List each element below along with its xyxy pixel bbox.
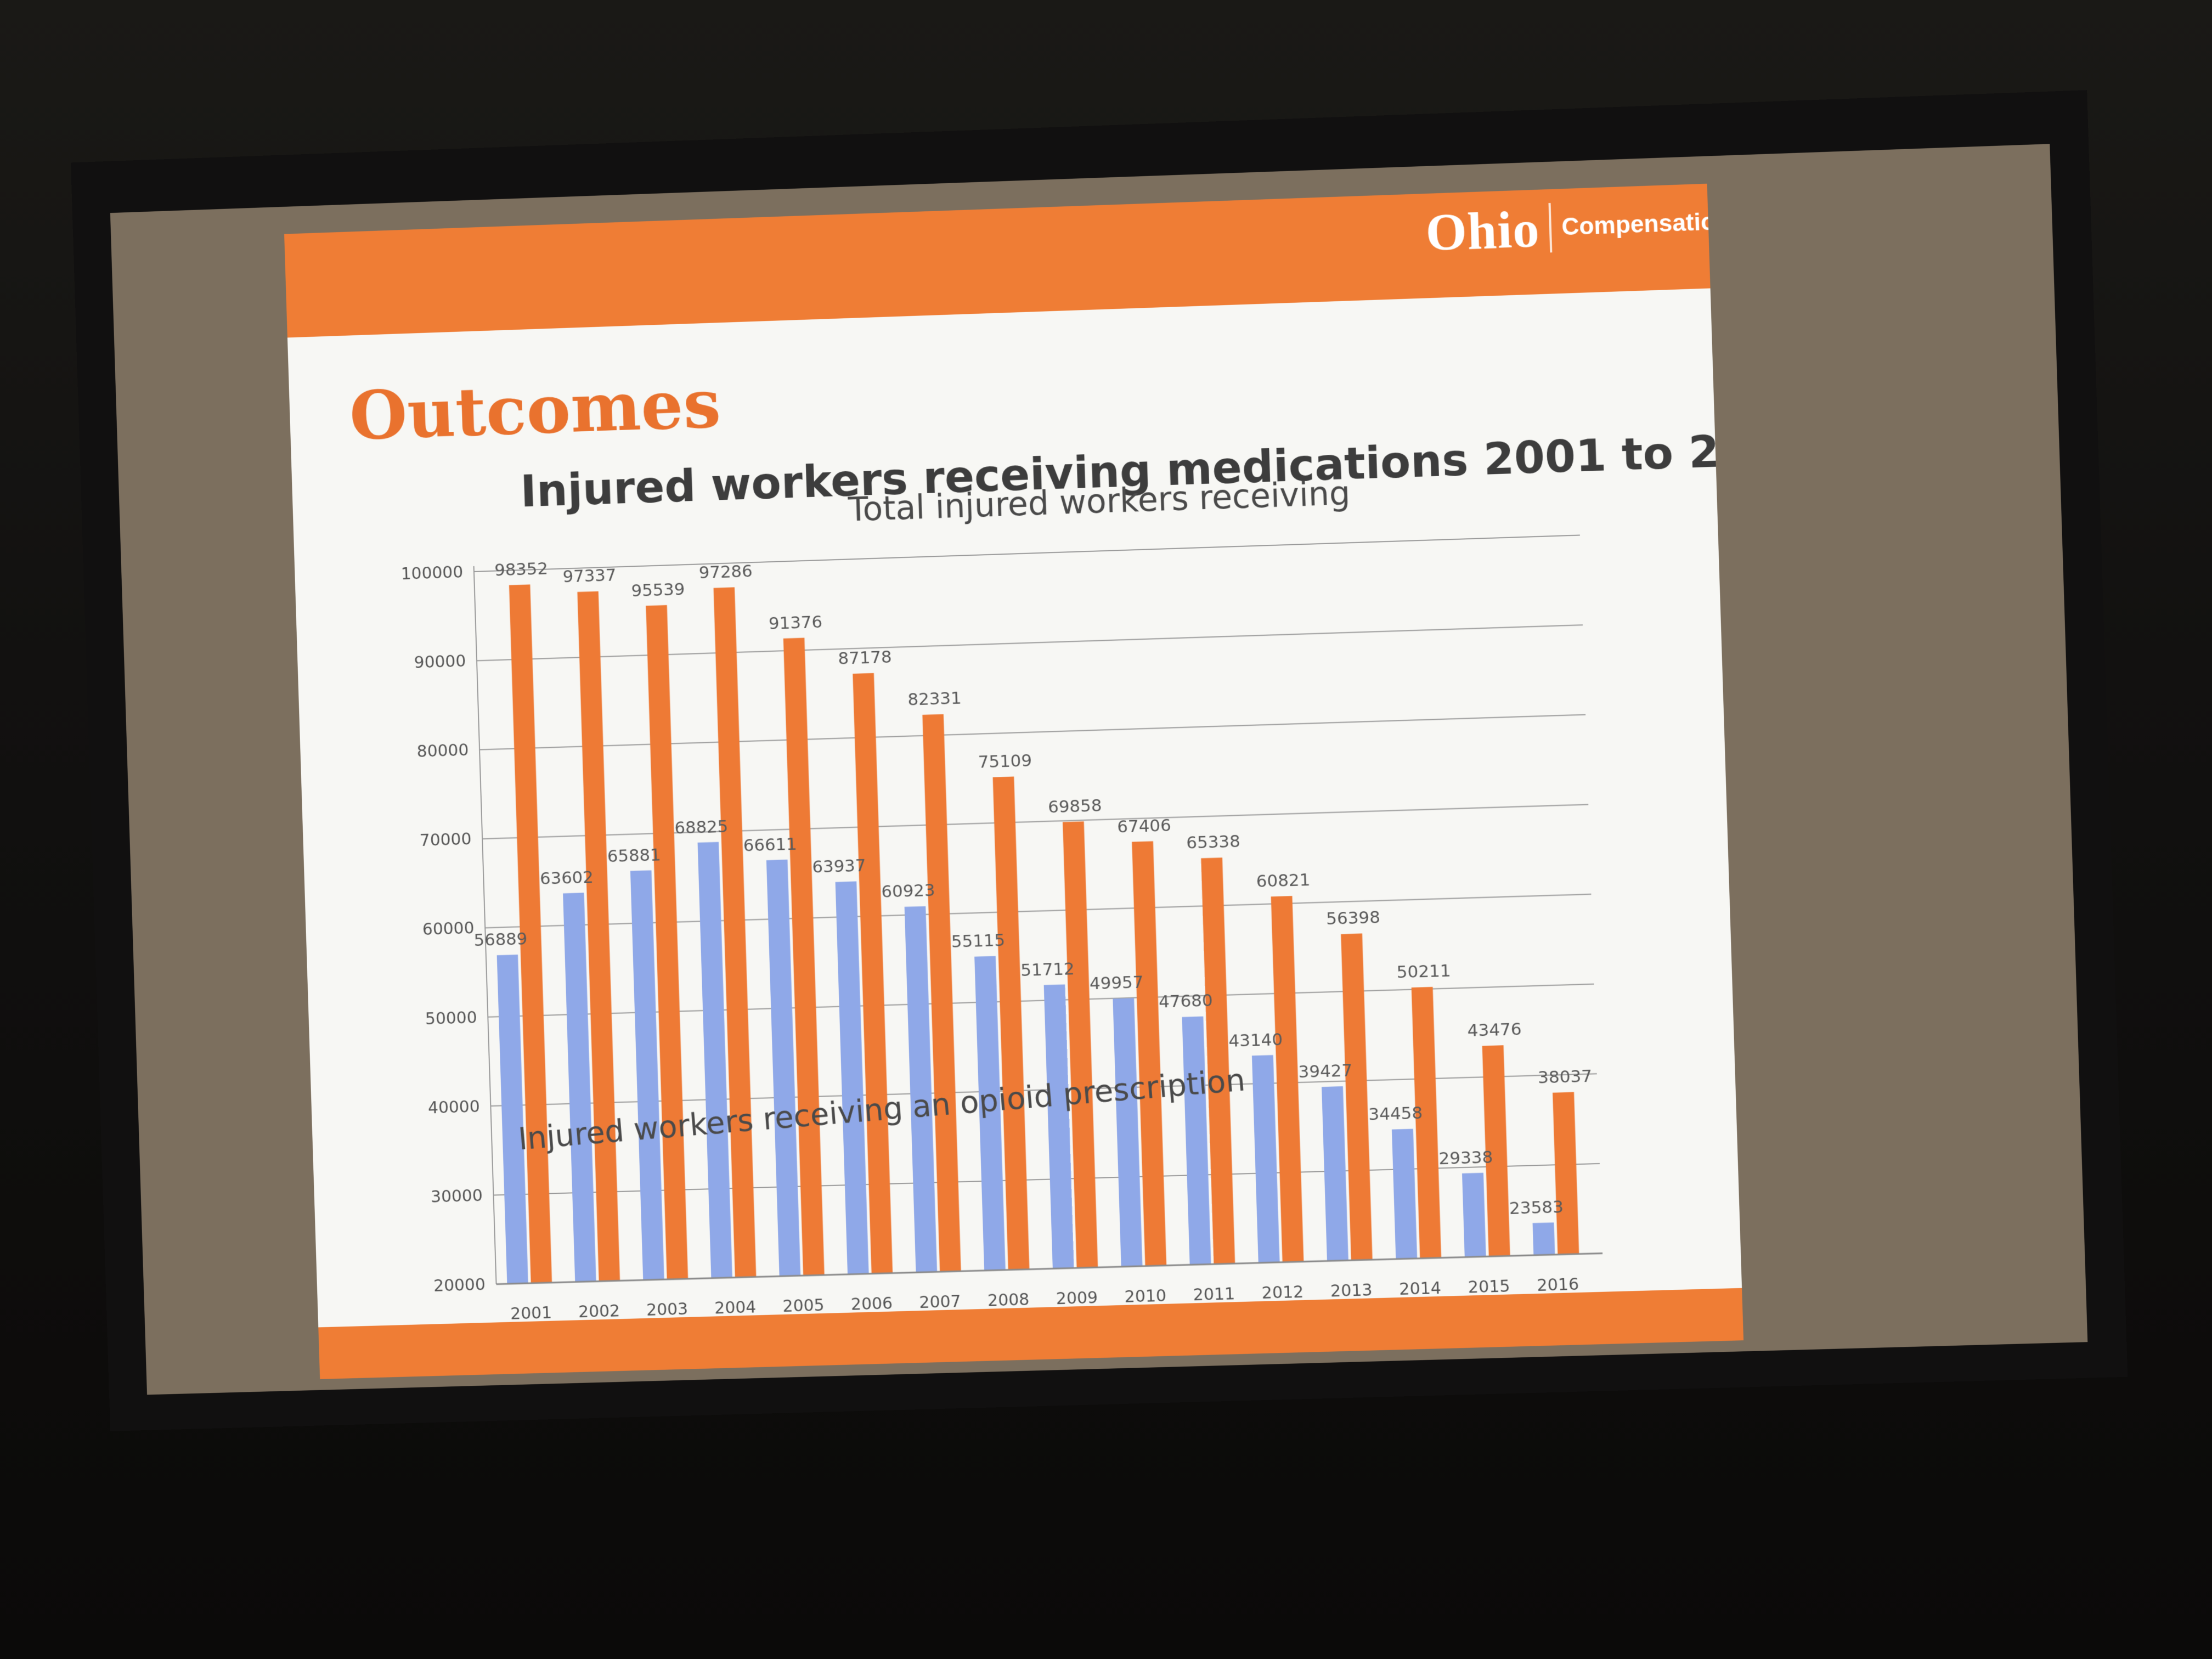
x-tick-label: 2014	[1399, 1279, 1442, 1299]
bar-total-2011	[1201, 857, 1235, 1265]
value-label-total-2015: 43476	[1467, 1019, 1522, 1041]
bar-total-2013	[1341, 933, 1373, 1261]
bar-total-2005	[783, 637, 825, 1276]
x-tick-label: 2010	[1124, 1286, 1166, 1307]
presentation-slide: Ohio Compensation Outcomes Injured worke…	[284, 183, 1744, 1379]
bar-series	[496, 584, 1579, 1284]
grid-line	[474, 535, 1580, 571]
grid-line	[482, 804, 1588, 839]
x-tick-label: 2008	[988, 1290, 1030, 1311]
x-tick-label: 2007	[919, 1292, 961, 1312]
value-label-opioid-2002: 63602	[539, 867, 594, 889]
value-label-total-2008: 75109	[978, 751, 1032, 772]
value-label-opioid-2006: 63937	[812, 856, 866, 877]
x-tick-label: 2009	[1056, 1288, 1098, 1308]
bar-total-2001	[509, 584, 552, 1283]
value-label-total-2014: 50211	[1396, 961, 1451, 983]
x-tick-label: 2005	[782, 1296, 825, 1316]
y-tick-label: 20000	[433, 1275, 486, 1296]
value-label-opioid-2003: 65881	[607, 845, 661, 866]
bar-opioid-2011	[1182, 1016, 1211, 1265]
value-label-total-2007: 82331	[907, 689, 962, 710]
bar-total-2010	[1132, 841, 1167, 1266]
value-label-total-2012: 60821	[1256, 870, 1311, 891]
value-label-total-2010: 67406	[1117, 815, 1172, 837]
x-tick-label: 2001	[510, 1304, 552, 1324]
value-labels: 56889 98352 63602 97337 65881 95539 68825 97286…	[473, 558, 1593, 1218]
y-tick-label: 100000	[400, 563, 463, 584]
value-label-opioid-2008: 55115	[951, 930, 1005, 952]
bar-total-2014	[1411, 986, 1442, 1259]
x-tick-label: 2006	[851, 1294, 893, 1314]
bar-opioid-2010	[1113, 997, 1142, 1267]
value-label-total-2003: 95539	[631, 579, 685, 601]
x-tick-label: 2004	[714, 1297, 757, 1318]
bar-total-2008	[992, 776, 1030, 1270]
value-label-total-2001: 98352	[494, 558, 549, 580]
value-label-opioid-2010: 49957	[1089, 973, 1144, 994]
bar-total-2015	[1482, 1045, 1510, 1257]
bar-total-2006	[853, 673, 893, 1274]
bar-total-2016	[1553, 1092, 1579, 1255]
projected-image: Ohio Compensation Outcomes Injured worke…	[110, 144, 2088, 1395]
x-tick-label: 2012	[1261, 1283, 1304, 1303]
bar-total-2003	[646, 605, 689, 1280]
x-tick-label: 2015	[1468, 1277, 1510, 1297]
x-tick-label: 2011	[1193, 1284, 1235, 1305]
x-tick-label: 2016	[1537, 1275, 1579, 1295]
value-label-total-2002: 97337	[562, 566, 617, 587]
projection-screen: Ohio Compensation Outcomes Injured worke…	[70, 90, 2128, 1431]
bar-opioid-2014	[1391, 1128, 1418, 1259]
y-axis-line	[474, 566, 496, 1284]
bar-opioid-2009	[1044, 984, 1074, 1269]
x-axis: 2001 2002 2003 2004 2005 2006 2007 2008 2009 2010…	[496, 1253, 1604, 1324]
y-tick-label: 90000	[414, 652, 466, 673]
value-label-opioid-2005: 66611	[743, 834, 797, 855]
y-tick-label: 60000	[422, 919, 475, 940]
value-label-opioid-2004: 68825	[674, 816, 729, 838]
x-tick-label: 2002	[578, 1301, 620, 1322]
value-label-total-2011: 65338	[1186, 832, 1241, 853]
total-series-annotation: Total injured workers receiving	[847, 475, 1351, 529]
value-label-opioid-2007: 60923	[881, 881, 935, 902]
value-label-total-2004: 97286	[698, 561, 753, 583]
bar-opioid-2016	[1532, 1222, 1555, 1255]
grid-line	[477, 625, 1583, 661]
bar-total-2009	[1063, 821, 1098, 1268]
value-label-opioid-2014: 34458	[1368, 1103, 1423, 1125]
bar-chart: 20000 30000 40000 50000 60000 70000 80000 90000…	[400, 475, 1743, 1324]
value-label-opioid-2015: 29338	[1438, 1147, 1493, 1169]
value-label-opioid-2011: 47680	[1158, 991, 1213, 1012]
bar-total-2007	[922, 714, 961, 1272]
y-tick-label: 70000	[419, 830, 472, 851]
bar-total-2002	[577, 591, 620, 1282]
value-label-opioid-2009: 51712	[1020, 959, 1075, 980]
x-tick-label: 2003	[646, 1300, 689, 1320]
bar-opioid-2012	[1251, 1055, 1280, 1263]
y-tick-label: 80000	[416, 741, 469, 761]
value-label-total-2013: 56398	[1326, 907, 1381, 929]
y-tick-label: 30000	[431, 1186, 483, 1207]
value-label-opioid-2016: 23583	[1509, 1197, 1564, 1218]
y-axis: 20000 30000 40000 50000 60000 70000 80000 90000…	[400, 563, 496, 1296]
bar-total-2004	[713, 587, 757, 1278]
bar-opioid-2015	[1462, 1172, 1486, 1257]
bar-opioid-2013	[1322, 1086, 1348, 1261]
value-label-opioid-2013: 39427	[1298, 1060, 1353, 1082]
value-label-total-2006: 87178	[838, 647, 892, 669]
y-tick-label: 40000	[428, 1097, 481, 1118]
bar-opioid-2001	[496, 955, 528, 1284]
value-label-opioid-2001: 56889	[473, 929, 528, 951]
value-label-opioid-2012: 43140	[1228, 1029, 1283, 1051]
y-tick-label: 50000	[425, 1008, 478, 1029]
value-label-total-2005: 91376	[768, 612, 822, 633]
value-label-total-2009: 69858	[1048, 795, 1103, 817]
grid-line	[479, 715, 1585, 750]
value-label-total-2016: 38037	[1537, 1066, 1592, 1087]
bar-opioid-2008	[974, 956, 1006, 1271]
x-tick-label: 2013	[1330, 1280, 1373, 1301]
